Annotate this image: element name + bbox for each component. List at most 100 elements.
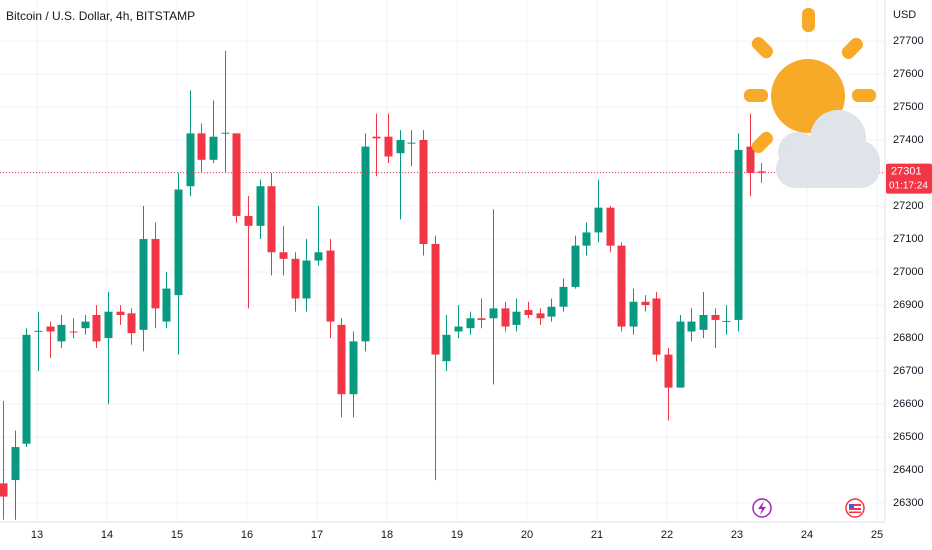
- candle-body: [512, 311, 521, 325]
- candle-body: [594, 207, 603, 233]
- chart-title: Bitcoin / U.S. Dollar, 4h, BITSTAMP: [6, 9, 195, 23]
- y-tick-label: 27400: [893, 134, 924, 146]
- last-price-box: [886, 163, 932, 194]
- y-tick-label: 26900: [893, 299, 924, 311]
- y-tick-label: 26300: [893, 497, 924, 509]
- candle-body: [337, 324, 346, 395]
- candle-body: [209, 136, 218, 160]
- weather-icon: [744, 8, 880, 188]
- candle-body: [291, 258, 300, 299]
- candle-body: [641, 301, 650, 306]
- y-tick-label: 27000: [893, 266, 924, 278]
- x-tick-label: 20: [521, 529, 533, 541]
- candle-body: [279, 252, 288, 259]
- x-tick-label: 17: [311, 529, 323, 541]
- candle-body: [46, 326, 55, 332]
- candle-body: [232, 133, 241, 216]
- flag-icon[interactable]: [845, 498, 865, 518]
- y-tick-label: 26700: [893, 365, 924, 377]
- countdown-label: 01:17:24: [889, 180, 928, 191]
- candle-body: [454, 326, 463, 332]
- candle-body: [442, 334, 451, 362]
- x-tick-label: 21: [591, 529, 603, 541]
- candle-body: [711, 314, 720, 320]
- y-tick-label: 27200: [893, 200, 924, 212]
- candle-body: [687, 321, 696, 332]
- currency-label: USD: [893, 9, 916, 21]
- candle-body: [536, 313, 545, 319]
- candle-body: [174, 189, 183, 296]
- y-tick-label: 26800: [893, 332, 924, 344]
- candle-body: [652, 298, 661, 355]
- x-tick-label: 23: [731, 529, 743, 541]
- candle-body: [582, 232, 591, 246]
- candle-body: [11, 447, 20, 481]
- candle-body: [127, 313, 136, 334]
- x-tick-label: 18: [381, 529, 393, 541]
- candle-body: [722, 320, 731, 322]
- candle-body: [57, 324, 66, 342]
- x-tick-label: 24: [801, 529, 813, 541]
- candle-body: [419, 139, 428, 244]
- candle-body: [676, 321, 685, 388]
- candles: [0, 50, 766, 520]
- lightning-icon[interactable]: [752, 498, 772, 518]
- x-tick-label: 25: [871, 529, 883, 541]
- candle-body: [396, 139, 405, 154]
- candle-body: [314, 252, 323, 261]
- candle-body: [256, 186, 265, 226]
- candle-body: [431, 243, 440, 355]
- candle-body: [162, 288, 171, 322]
- candle-body: [302, 260, 311, 299]
- candle-body: [372, 136, 381, 139]
- candle-body: [361, 146, 370, 342]
- candle-body: [477, 318, 486, 320]
- candle-body: [244, 215, 253, 226]
- candle-body: [151, 239, 160, 309]
- candle-body: [664, 354, 673, 388]
- candle-body: [34, 330, 43, 332]
- candle-body: [629, 301, 638, 327]
- candle-body: [326, 250, 335, 322]
- candle-body: [0, 483, 8, 497]
- y-tick-label: 26600: [893, 398, 924, 410]
- candle-body: [139, 239, 148, 330]
- candle-body: [501, 308, 510, 327]
- candle-body: [407, 142, 416, 144]
- y-tick-label: 27700: [893, 35, 924, 47]
- candle-body: [547, 306, 556, 317]
- candle-body: [384, 136, 393, 157]
- candle-body: [757, 171, 766, 173]
- candle-body: [606, 207, 615, 246]
- y-tick-label: 26500: [893, 431, 924, 443]
- last-price-label: 27301: [891, 166, 922, 178]
- candle-body: [104, 311, 113, 339]
- x-tick-label: 15: [171, 529, 183, 541]
- candle-body: [489, 308, 498, 319]
- candle-body: [524, 310, 533, 315]
- x-tick-label: 22: [661, 529, 673, 541]
- candle-body: [92, 314, 101, 342]
- x-tick-label: 14: [101, 529, 113, 541]
- candle-body: [466, 318, 475, 329]
- candle-body: [81, 321, 90, 329]
- candle-body: [221, 132, 230, 134]
- candle-body: [186, 133, 195, 187]
- candle-body: [22, 334, 31, 444]
- x-tick-label: 13: [31, 529, 43, 541]
- candle-body: [699, 314, 708, 330]
- candle-body: [349, 341, 358, 395]
- candle-body: [734, 149, 743, 320]
- y-tick-label: 27100: [893, 233, 924, 245]
- y-tick-label: 27600: [893, 68, 924, 80]
- candle-body: [617, 245, 626, 327]
- candle-body: [746, 146, 755, 174]
- y-tick-label: 26400: [893, 464, 924, 476]
- candle-body: [571, 245, 580, 287]
- candle-body: [116, 311, 125, 315]
- candle-body: [559, 286, 568, 307]
- candle-body: [69, 331, 78, 333]
- x-tick-label: 19: [451, 529, 463, 541]
- x-tick-label: 16: [241, 529, 253, 541]
